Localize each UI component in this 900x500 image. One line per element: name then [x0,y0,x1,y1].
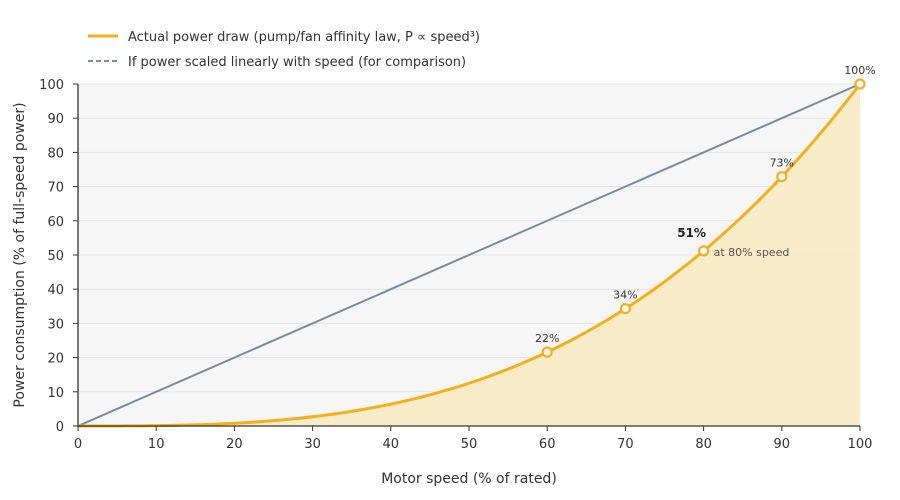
x-tick-label-60: 60 [539,437,556,452]
y-tick-label-20: 20 [47,352,64,367]
x-tick-label-20: 20 [226,437,243,452]
curve-area-fill [78,84,860,426]
point-marker-90 [776,171,788,183]
y-tick-label-70: 70 [47,181,64,196]
y-axis-title: Power consumption (% of full-speed power… [12,102,28,407]
point-marker-60 [541,346,553,358]
point-label-80: 51% [677,226,706,240]
x-tick-label-0: 0 [74,437,82,452]
y-tick-label-0: 0 [56,420,64,435]
highlighted-points: 22% 34% 51% at 80% speed 73% 100% [535,64,876,358]
point-note-80: at 80% speed [714,246,790,259]
tick-labels: 0 10 20 30 40 50 60 70 80 90 100 0 10 20 30 40 50 60 70 80 9… [39,78,872,452]
actual-power-curve [78,83,862,428]
legend-label-linear: If power scaled linearly with speed (for… [128,55,466,70]
y-tick-label-80: 80 [47,146,64,161]
legend: Actual power draw (pump/fan affinity law… [88,30,480,70]
point-marker-70 [619,303,632,315]
x-tick-label-40: 40 [383,437,400,452]
x-tick-label-10: 10 [148,437,165,452]
point-label-60: 22% [535,332,559,345]
y-tick-label-30: 30 [47,317,64,332]
point-marker-80 [697,245,710,257]
y-tick-label-50: 50 [47,249,64,264]
y-tick-label-40: 40 [47,283,64,298]
point-label-100: 100% [844,64,875,77]
x-tick-label-70: 70 [617,437,634,452]
x-axis-title: Motor speed (% of rated) [381,471,557,487]
y-tick-label-90: 90 [47,112,64,127]
y-tick-label-100: 100 [39,78,64,93]
point-label-70: 34% [613,289,637,302]
y-tick-label-10: 10 [47,386,64,401]
legend-label-actual: Actual power draw (pump/fan affinity law… [128,30,480,45]
linear-comparison-line [77,83,861,427]
x-tick-label-80: 80 [695,437,712,452]
x-tick-label-90: 90 [774,437,791,452]
x-tick-label-100: 100 [848,437,873,452]
point-marker-100 [854,78,866,90]
x-tick-label-30: 30 [304,437,321,452]
point-label-90: 73% [770,157,794,170]
y-tick-label-60: 60 [47,215,64,230]
x-tick-label-50: 50 [461,437,478,452]
grid-lines [78,83,860,393]
